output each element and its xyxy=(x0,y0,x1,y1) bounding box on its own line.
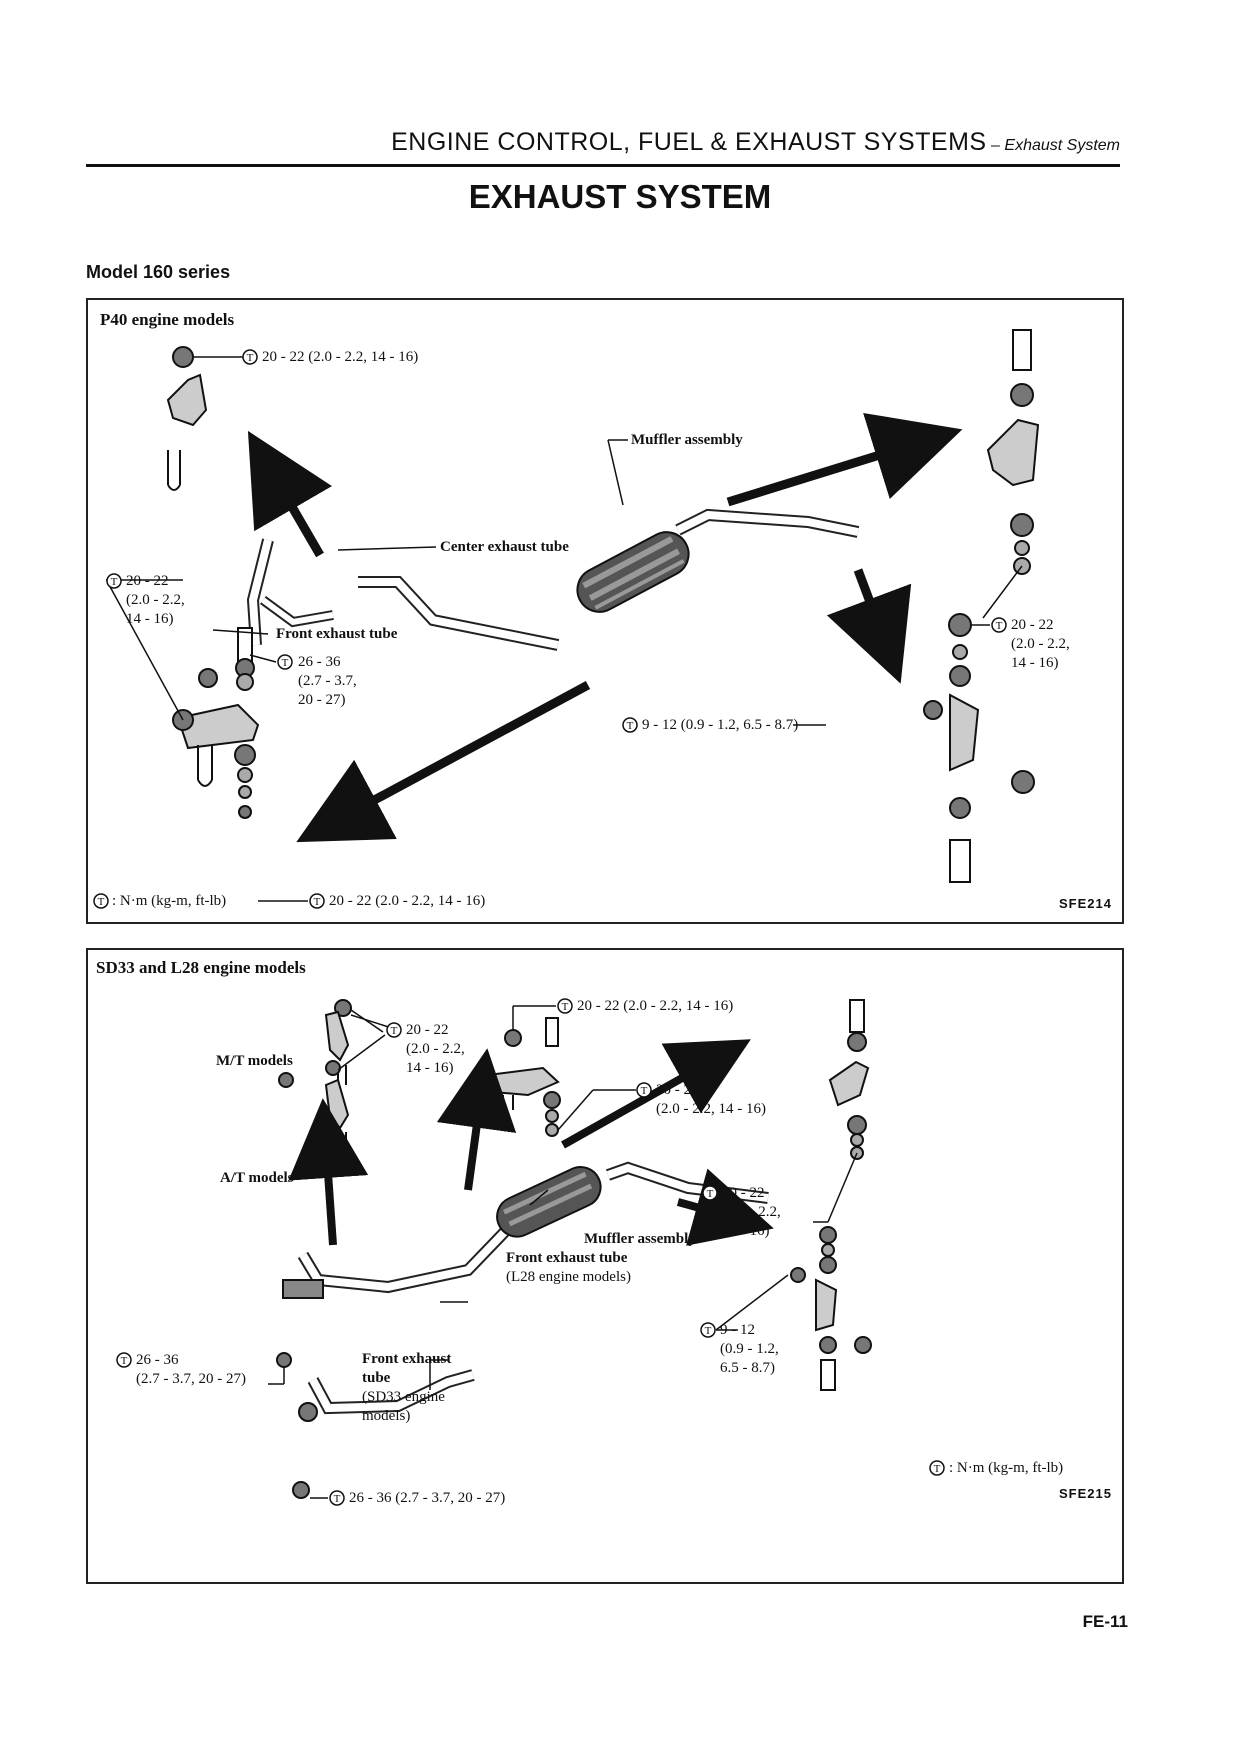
muffler-label: Muffler assembly xyxy=(631,432,743,448)
svg-text:T: T xyxy=(641,1085,648,1097)
front-tube-l28-note: (L28 engine models) xyxy=(506,1269,631,1285)
page-title: EXHAUST SYSTEM xyxy=(468,178,772,215)
torque-symbol-icon xyxy=(991,617,1007,633)
svg-text:T: T xyxy=(111,576,118,588)
torque-label-left-3: 14 - 16) xyxy=(126,611,174,627)
torque-label-center-1: 20 - 22 xyxy=(656,1082,699,1098)
figure-code: SFE215 xyxy=(1059,1486,1112,1501)
svg-text:T: T xyxy=(247,352,254,364)
torque-label-left-1: 26 - 36 xyxy=(136,1352,179,1368)
torque-label-mt-1: 20 - 22 xyxy=(406,1022,449,1038)
torque-symbol-icon xyxy=(277,654,293,670)
torque-label-clamp-3: 6.5 - 8.7) xyxy=(720,1360,775,1376)
torque-label-center-2: (2.0 - 2.2, 14 - 16) xyxy=(656,1101,766,1117)
torque-label-right-1: 20 - 22 xyxy=(1011,617,1054,633)
front-tube-sd33-label-2: tube xyxy=(362,1370,391,1386)
torque-label-clamp-1: 9 - 12 xyxy=(720,1322,755,1338)
torque-symbol-icon xyxy=(242,349,258,365)
torque-label-right-2: (2.0 - 2.2, xyxy=(722,1204,781,1220)
exhaust-diagram-sd33-l28: T T T T T T T T xyxy=(116,998,945,1506)
panel-heading: SD33 and L28 engine models xyxy=(96,958,306,977)
hanger-bracket-left-bottom xyxy=(176,627,260,819)
torque-label-clamp: 9 - 12 (0.9 - 1.2, 6.5 - 8.7) xyxy=(642,717,799,733)
svg-text:T: T xyxy=(934,1463,941,1475)
panel-heading: P40 engine models xyxy=(100,310,235,329)
torque-label-right-1: 20 - 22 xyxy=(722,1185,765,1201)
torque-label-left-2: (2.7 - 3.7, 20 - 27) xyxy=(136,1371,246,1387)
front-tube-sd33-note: (SD33 engine xyxy=(362,1389,445,1405)
svg-text:T: T xyxy=(627,720,634,732)
torque-unit-legend: : N·m (kg-m, ft-lb) xyxy=(949,1460,1064,1476)
torque-symbol-icon xyxy=(700,1322,716,1338)
mt-models-label: M/T models xyxy=(216,1053,293,1069)
torque-symbol-icon xyxy=(93,893,109,909)
torque-symbol-icon xyxy=(106,573,122,589)
torque-symbol-icon xyxy=(622,717,638,733)
header-rule xyxy=(86,164,1120,167)
front-tube-sd33-label: Front exhaust xyxy=(362,1351,452,1367)
svg-text:T: T xyxy=(562,1001,569,1013)
svg-text:T: T xyxy=(98,896,105,908)
torque-label-right-2: (2.0 - 2.2, xyxy=(1011,636,1070,652)
torque-symbol-icon xyxy=(702,1185,718,1201)
page-number: FE-11 xyxy=(1082,1612,1128,1631)
torque-label-mt-3: 14 - 16) xyxy=(406,1060,454,1076)
svg-text:T: T xyxy=(996,620,1003,632)
svg-text:T: T xyxy=(282,657,289,669)
svg-text:T: T xyxy=(314,896,321,908)
torque-symbol-icon xyxy=(557,998,573,1014)
torque-label-top: 20 - 22 (2.0 - 2.2, 14 - 16) xyxy=(262,349,419,365)
torque-symbol-icon xyxy=(329,1490,345,1506)
header-sub: – Exhaust System xyxy=(986,137,1120,154)
at-models-label: A/T models xyxy=(220,1170,294,1186)
section-heading: Model 160 series xyxy=(86,262,231,282)
front-tube-label: Front exhaust tube xyxy=(276,626,398,642)
torque-symbol-icon xyxy=(386,1022,402,1038)
torque-label-mid-1: 26 - 36 xyxy=(298,654,341,670)
torque-label-right-3: 14 - 16) xyxy=(1011,655,1059,671)
muffler-shape xyxy=(576,531,690,613)
svg-text:T: T xyxy=(705,1325,712,1337)
header-main: ENGINE CONTROL, FUEL & EXHAUST SYSTEMS xyxy=(391,128,987,156)
svg-text:T: T xyxy=(707,1188,714,1200)
diagram-panel-sd33-l28: T T T T T T T T SD33 and L28 engine mode… xyxy=(86,948,1124,1584)
torque-label-bottom: 26 - 36 (2.7 - 3.7, 20 - 27) xyxy=(349,1490,506,1506)
torque-symbol-icon xyxy=(116,1352,132,1368)
torque-label-bottom: 20 - 22 (2.0 - 2.2, 14 - 16) xyxy=(329,893,486,909)
svg-text:T: T xyxy=(391,1025,398,1037)
hanger-bracket-left-top xyxy=(166,346,208,491)
torque-label-mt-2: (2.0 - 2.2, xyxy=(406,1041,465,1057)
torque-label-clamp-2: (0.9 - 1.2, xyxy=(720,1341,779,1357)
torque-symbol-icon xyxy=(929,1460,945,1476)
torque-label-left-2: (2.0 - 2.2, xyxy=(126,592,185,608)
torque-symbol-icon xyxy=(636,1082,652,1098)
bolt-nut-mid xyxy=(198,668,218,688)
muffler-label: Muffler assembly xyxy=(584,1231,696,1247)
svg-text:T: T xyxy=(334,1493,341,1505)
figure-code: SFE214 xyxy=(1059,896,1112,911)
front-tube-l28-label: Front exhaust tube xyxy=(506,1250,628,1266)
svg-text:T: T xyxy=(121,1355,128,1367)
page-header: ENGINE CONTROL, FUEL & EXHAUST SYSTEMS –… xyxy=(86,128,1120,157)
torque-label-mid-2: (2.7 - 3.7, xyxy=(298,673,357,689)
torque-label-mid-3: 20 - 27) xyxy=(298,692,346,708)
torque-label-top: 20 - 22 (2.0 - 2.2, 14 - 16) xyxy=(577,998,734,1014)
diagram-panel-p40: T T T T T T T P40 engine models 20 - 22 … xyxy=(86,298,1124,924)
hanger-bracket-right xyxy=(923,329,1040,883)
torque-label-left-1: 20 - 22 xyxy=(126,573,169,589)
torque-unit-legend: : N·m (kg-m, ft-lb) xyxy=(112,893,227,909)
front-tube-sd33-note-2: models) xyxy=(362,1408,411,1424)
exhaust-diagram-p40: T T T T T T T xyxy=(93,329,1040,909)
torque-symbol-icon xyxy=(309,893,325,909)
torque-label-right-3: 14 - 16) xyxy=(722,1223,770,1239)
center-tube-label: Center exhaust tube xyxy=(440,539,569,555)
